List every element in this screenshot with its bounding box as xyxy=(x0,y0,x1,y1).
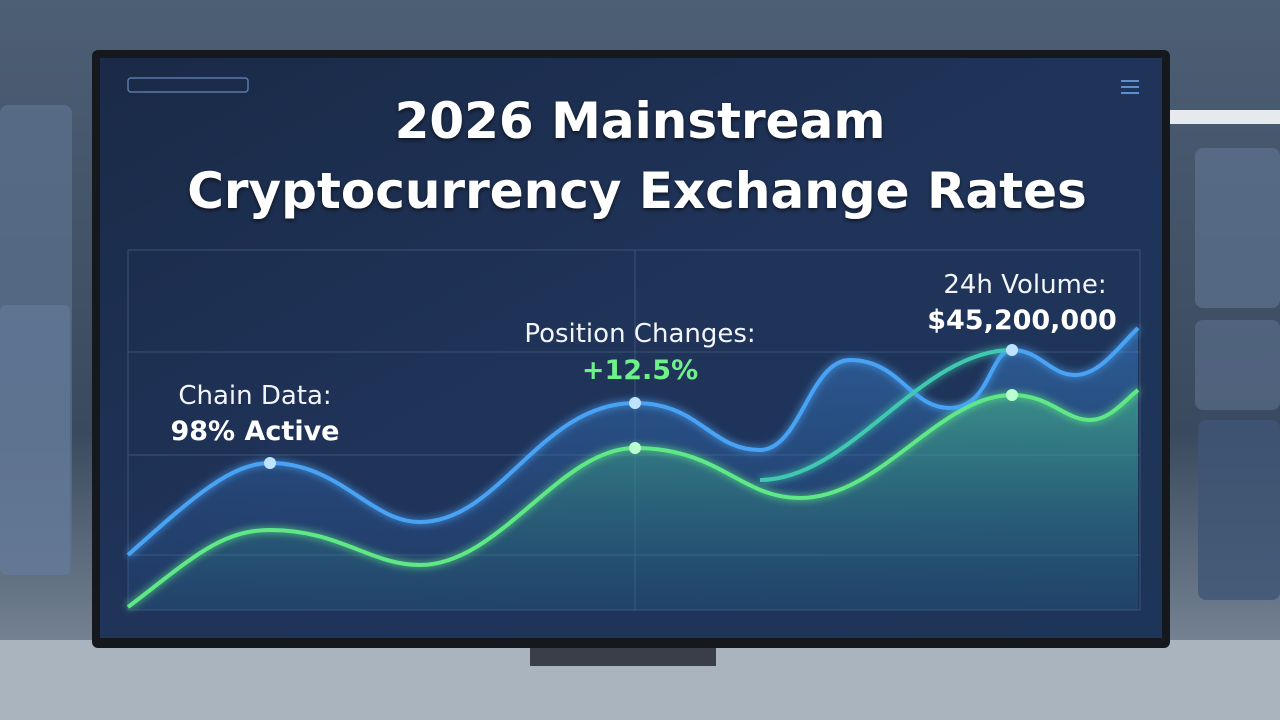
area-green xyxy=(128,390,1138,610)
line-teal xyxy=(759,348,1013,482)
header-bar xyxy=(127,77,249,93)
wall-light xyxy=(1170,110,1280,124)
side-panel xyxy=(1198,420,1280,600)
annotation-value: $45,200,000 xyxy=(927,305,1117,336)
annotation-value: 98% Active xyxy=(170,416,339,447)
title-line: 2026 Mainstream xyxy=(395,92,886,150)
markers xyxy=(264,344,1018,469)
annotation-label: 24h Volume: xyxy=(943,270,1106,300)
title-line: Cryptocurrency Exchange Rates xyxy=(187,162,1087,220)
menu-icon[interactable] xyxy=(1121,80,1139,94)
side-panel xyxy=(0,305,70,575)
side-panel xyxy=(1195,320,1280,410)
side-panel xyxy=(1195,148,1280,308)
annotation-label: Chain Data: xyxy=(178,381,331,411)
line-green xyxy=(126,388,1140,609)
annotation-value: +12.5% xyxy=(582,355,698,386)
annotation-label: Position Changes: xyxy=(524,319,755,349)
